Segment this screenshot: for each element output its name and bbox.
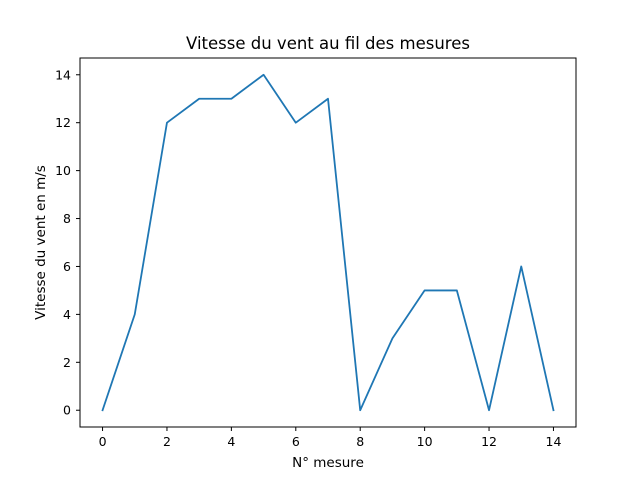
y-axis-ticks: 0 2 4 6 8 10 12 14 [55,67,80,418]
y-tick-label: 0 [63,403,71,418]
y-axis-label: Vitesse du vent en m/s [33,165,49,320]
x-tick-label: 8 [356,434,364,449]
y-tick-label: 8 [63,211,71,226]
y-tick-label: 2 [63,355,71,370]
plot-frame [79,57,577,428]
x-axis-ticks: 0 2 4 6 8 10 12 14 [99,427,562,449]
x-tick-label: 12 [481,434,497,449]
series-line [101,73,555,412]
x-tick-label: 4 [227,434,235,449]
y-tick-label: 14 [55,67,71,82]
chart-title: Vitesse du vent au fil des mesures [186,34,470,53]
series-layer [101,73,555,412]
x-tick-label: 2 [163,434,171,449]
y-tick-label: 4 [63,307,71,322]
y-tick-label: 12 [55,115,71,130]
plot-area [80,58,576,427]
x-tick-label: 6 [292,434,300,449]
x-axis-label: N° mesure [292,455,364,471]
y-tick-label: 6 [63,259,71,274]
y-tick-label: 10 [55,163,71,178]
x-tick-label: 10 [417,434,433,449]
x-tick-label: 0 [99,434,107,449]
x-tick-label: 14 [546,434,562,449]
